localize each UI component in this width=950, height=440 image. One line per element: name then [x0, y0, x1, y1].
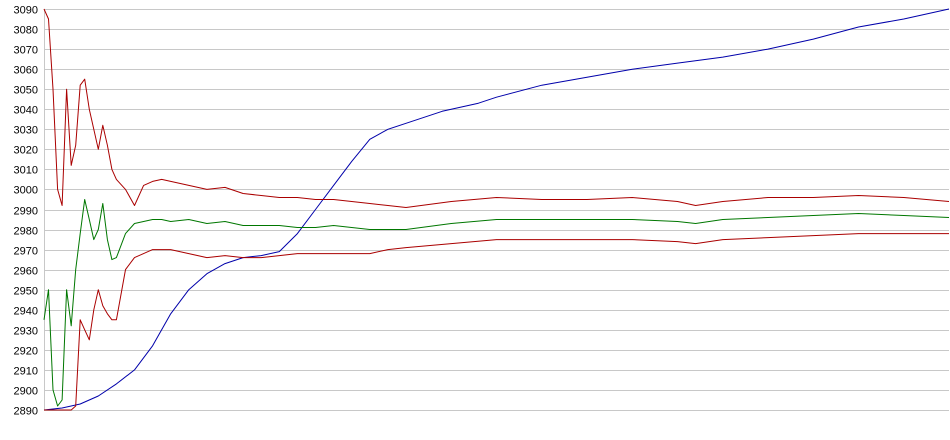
y-tick-label: 3060 — [14, 65, 38, 77]
y-tick-label: 3020 — [14, 145, 38, 157]
series-layer — [43, 8, 950, 411]
y-tick-label: 2890 — [14, 406, 38, 418]
y-axis: 2890 2900 2910 2920 2930 2940 2950 2960 2970 2980… — [14, 5, 45, 418]
y-tick-label: 2990 — [14, 206, 38, 218]
series-line-2 — [43, 8, 950, 208]
y-tick-label: 2920 — [14, 346, 38, 358]
y-tick-label: 3080 — [14, 25, 38, 37]
y-tick-label: 2970 — [14, 246, 38, 258]
y-tick-label: 2960 — [14, 266, 38, 278]
series-line-1 — [43, 8, 950, 411]
y-tick-label: 2980 — [14, 226, 38, 238]
y-tick-label: 3050 — [14, 85, 38, 97]
y-tick-label: 2910 — [14, 366, 38, 378]
y-tick-label: 2940 — [14, 306, 38, 318]
y-tick-label: 2900 — [14, 386, 38, 398]
y-tick-label: 2930 — [14, 326, 38, 338]
y-tick-label: 3010 — [14, 165, 38, 177]
y-tick-label: 3070 — [14, 45, 38, 57]
y-tick-label: 2950 — [14, 286, 38, 298]
y-tick-label: 3040 — [14, 105, 38, 117]
y-tick-label: 3090 — [14, 5, 38, 17]
series-line-4 — [44, 233, 949, 411]
series-line-3 — [43, 199, 950, 407]
y-tick-label: 3000 — [14, 185, 38, 197]
y-tick-label: 3030 — [14, 125, 38, 137]
grid-layer — [44, 9, 949, 411]
